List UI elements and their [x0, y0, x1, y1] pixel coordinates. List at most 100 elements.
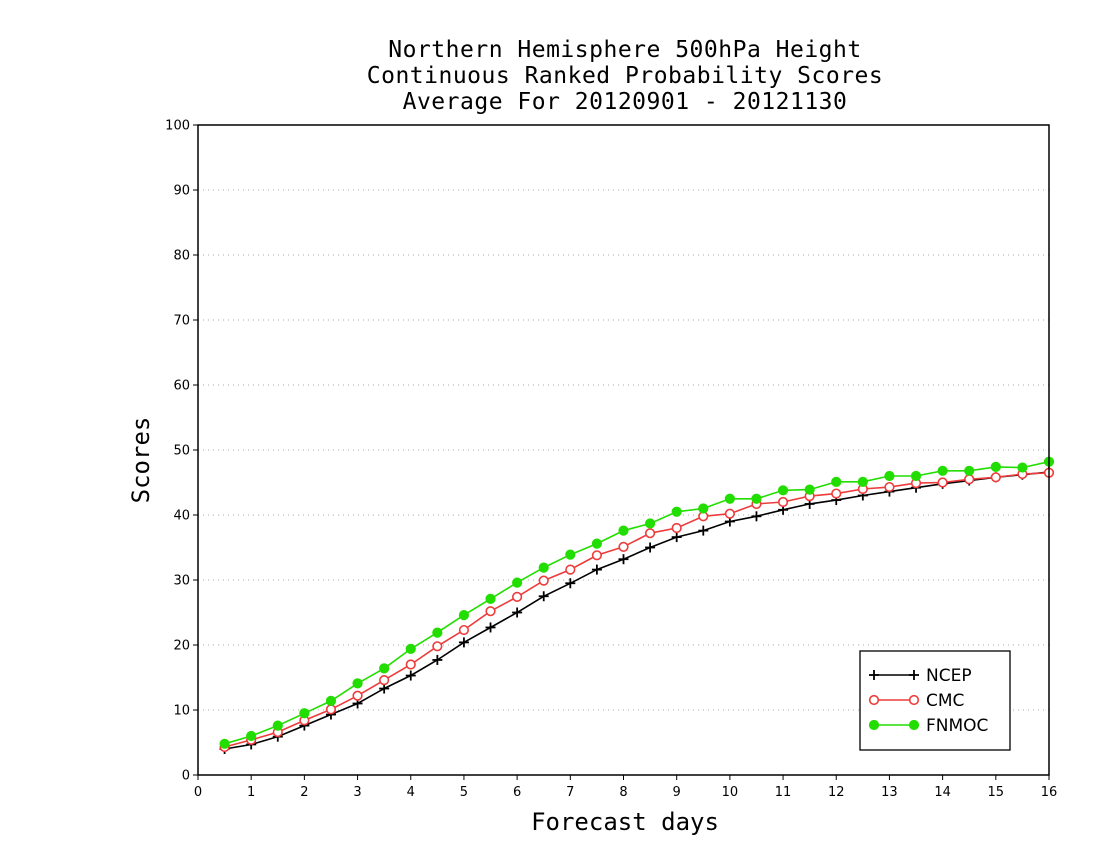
x-tick-label: 5 [460, 785, 468, 800]
data-point-fnmoc [777, 485, 789, 496]
x-tick-label: 2 [300, 785, 308, 800]
data-point-cmc [831, 488, 842, 499]
grid-lines [198, 189, 1049, 711]
data-point-ncep [645, 542, 656, 553]
data-point-cmc [990, 472, 1001, 483]
data-point-cmc [724, 508, 735, 519]
y-tick-label: 80 [173, 249, 190, 264]
y-tick-label: 20 [173, 639, 190, 654]
data-point-fnmoc [990, 461, 1001, 472]
y-tick-label: 40 [173, 509, 190, 524]
data-point-fnmoc [405, 643, 416, 655]
data-point-ncep [512, 607, 523, 618]
data-point-ncep [698, 525, 709, 536]
legend-marker-fnmoc [908, 719, 920, 731]
data-point-fnmoc [964, 465, 975, 476]
data-point-cmc [538, 575, 549, 586]
data-point-ncep [538, 591, 549, 602]
y-tick-label: 30 [173, 574, 190, 589]
chart-title-line-2: Continuous Ranked Probability Scores [366, 63, 884, 89]
x-tick-label: 8 [619, 785, 627, 800]
data-point-cmc [512, 591, 523, 603]
data-point-ncep [485, 622, 496, 633]
legend-label-fnmoc: FNMOC [926, 716, 988, 736]
legend-label-ncep: NCEP [926, 666, 972, 686]
legend-marker-ncep [909, 670, 919, 680]
x-tick-label: 3 [353, 785, 361, 800]
data-point-ncep [458, 637, 469, 648]
legend: NCEP CMC FNMOC [859, 650, 1011, 751]
x-tick-label: 6 [513, 785, 521, 800]
data-point-cmc [379, 674, 390, 686]
x-tick-label: 14 [934, 785, 951, 800]
data-point-fnmoc [910, 470, 922, 482]
x-tick-label: 7 [566, 785, 574, 800]
data-point-ncep [379, 683, 390, 694]
data-point-ncep [671, 532, 682, 543]
x-tick-label: 10 [722, 785, 739, 800]
data-point-ncep [565, 578, 576, 589]
chart-title-line-1: Northern Hemisphere 500hPa Height [388, 37, 862, 63]
data-point-cmc [777, 496, 789, 508]
data-point-fnmoc [485, 593, 496, 604]
x-tick-label: 11 [775, 785, 792, 800]
legend-item-fnmoc: FNMOC [868, 716, 988, 736]
legend-marker-ncep [869, 670, 879, 680]
data-point-ncep [405, 670, 416, 681]
data-point-cmc [485, 606, 496, 617]
x-tick-label: 16 [1041, 785, 1058, 800]
series-fnmoc [219, 456, 1055, 749]
data-point-fnmoc [831, 476, 842, 487]
series-group [219, 456, 1055, 754]
data-point-fnmoc [299, 708, 310, 719]
data-point-fnmoc [751, 493, 762, 504]
data-point-fnmoc [804, 484, 815, 495]
data-point-fnmoc [857, 476, 868, 487]
data-point-cmc [405, 659, 416, 670]
x-tick-label: 13 [881, 785, 898, 800]
data-point-cmc [937, 477, 948, 488]
x-tick-label: 12 [828, 785, 845, 800]
data-point-cmc [352, 690, 363, 701]
data-point-cmc [644, 528, 656, 539]
data-point-cmc [964, 474, 975, 485]
x-tick-label: 4 [407, 785, 415, 800]
y-tick-label: 50 [173, 444, 190, 459]
x-tick-label: 15 [988, 785, 1005, 800]
data-point-fnmoc [618, 525, 629, 536]
y-tick-label: 0 [182, 769, 190, 784]
data-point-fnmoc [538, 562, 549, 573]
x-tick-label: 0 [194, 785, 202, 800]
data-point-cmc [565, 564, 576, 575]
data-point-fnmoc [512, 577, 523, 588]
data-point-fnmoc [379, 663, 390, 674]
legend-marker-cmc [868, 694, 880, 706]
data-point-fnmoc [671, 506, 682, 517]
data-point-fnmoc [565, 549, 576, 560]
data-point-fnmoc [219, 738, 230, 749]
x-tick-label: 1 [247, 785, 255, 800]
data-point-cmc [591, 550, 603, 561]
data-point-ncep [591, 564, 602, 575]
data-point-fnmoc [724, 493, 735, 504]
data-point-cmc [325, 704, 337, 715]
data-point-fnmoc [325, 695, 337, 707]
data-point-cmc [432, 641, 443, 652]
data-point-fnmoc [884, 470, 895, 482]
data-point-cmc [884, 481, 895, 493]
data-point-fnmoc [591, 538, 603, 549]
legend-item-cmc: CMC [868, 691, 964, 711]
data-point-fnmoc [352, 678, 363, 689]
y-tick-label: 60 [173, 379, 190, 394]
data-point-fnmoc [432, 627, 443, 638]
data-point-ncep [751, 511, 762, 522]
legend-label-cmc: CMC [926, 691, 964, 711]
data-point-fnmoc [272, 720, 283, 731]
legend-item-ncep: NCEP [869, 666, 972, 686]
y-axis-label: Scores [127, 416, 155, 504]
x-axis-label: Forecast days [531, 808, 719, 836]
y-tick-label: 10 [173, 704, 190, 719]
data-point-fnmoc [937, 465, 948, 476]
